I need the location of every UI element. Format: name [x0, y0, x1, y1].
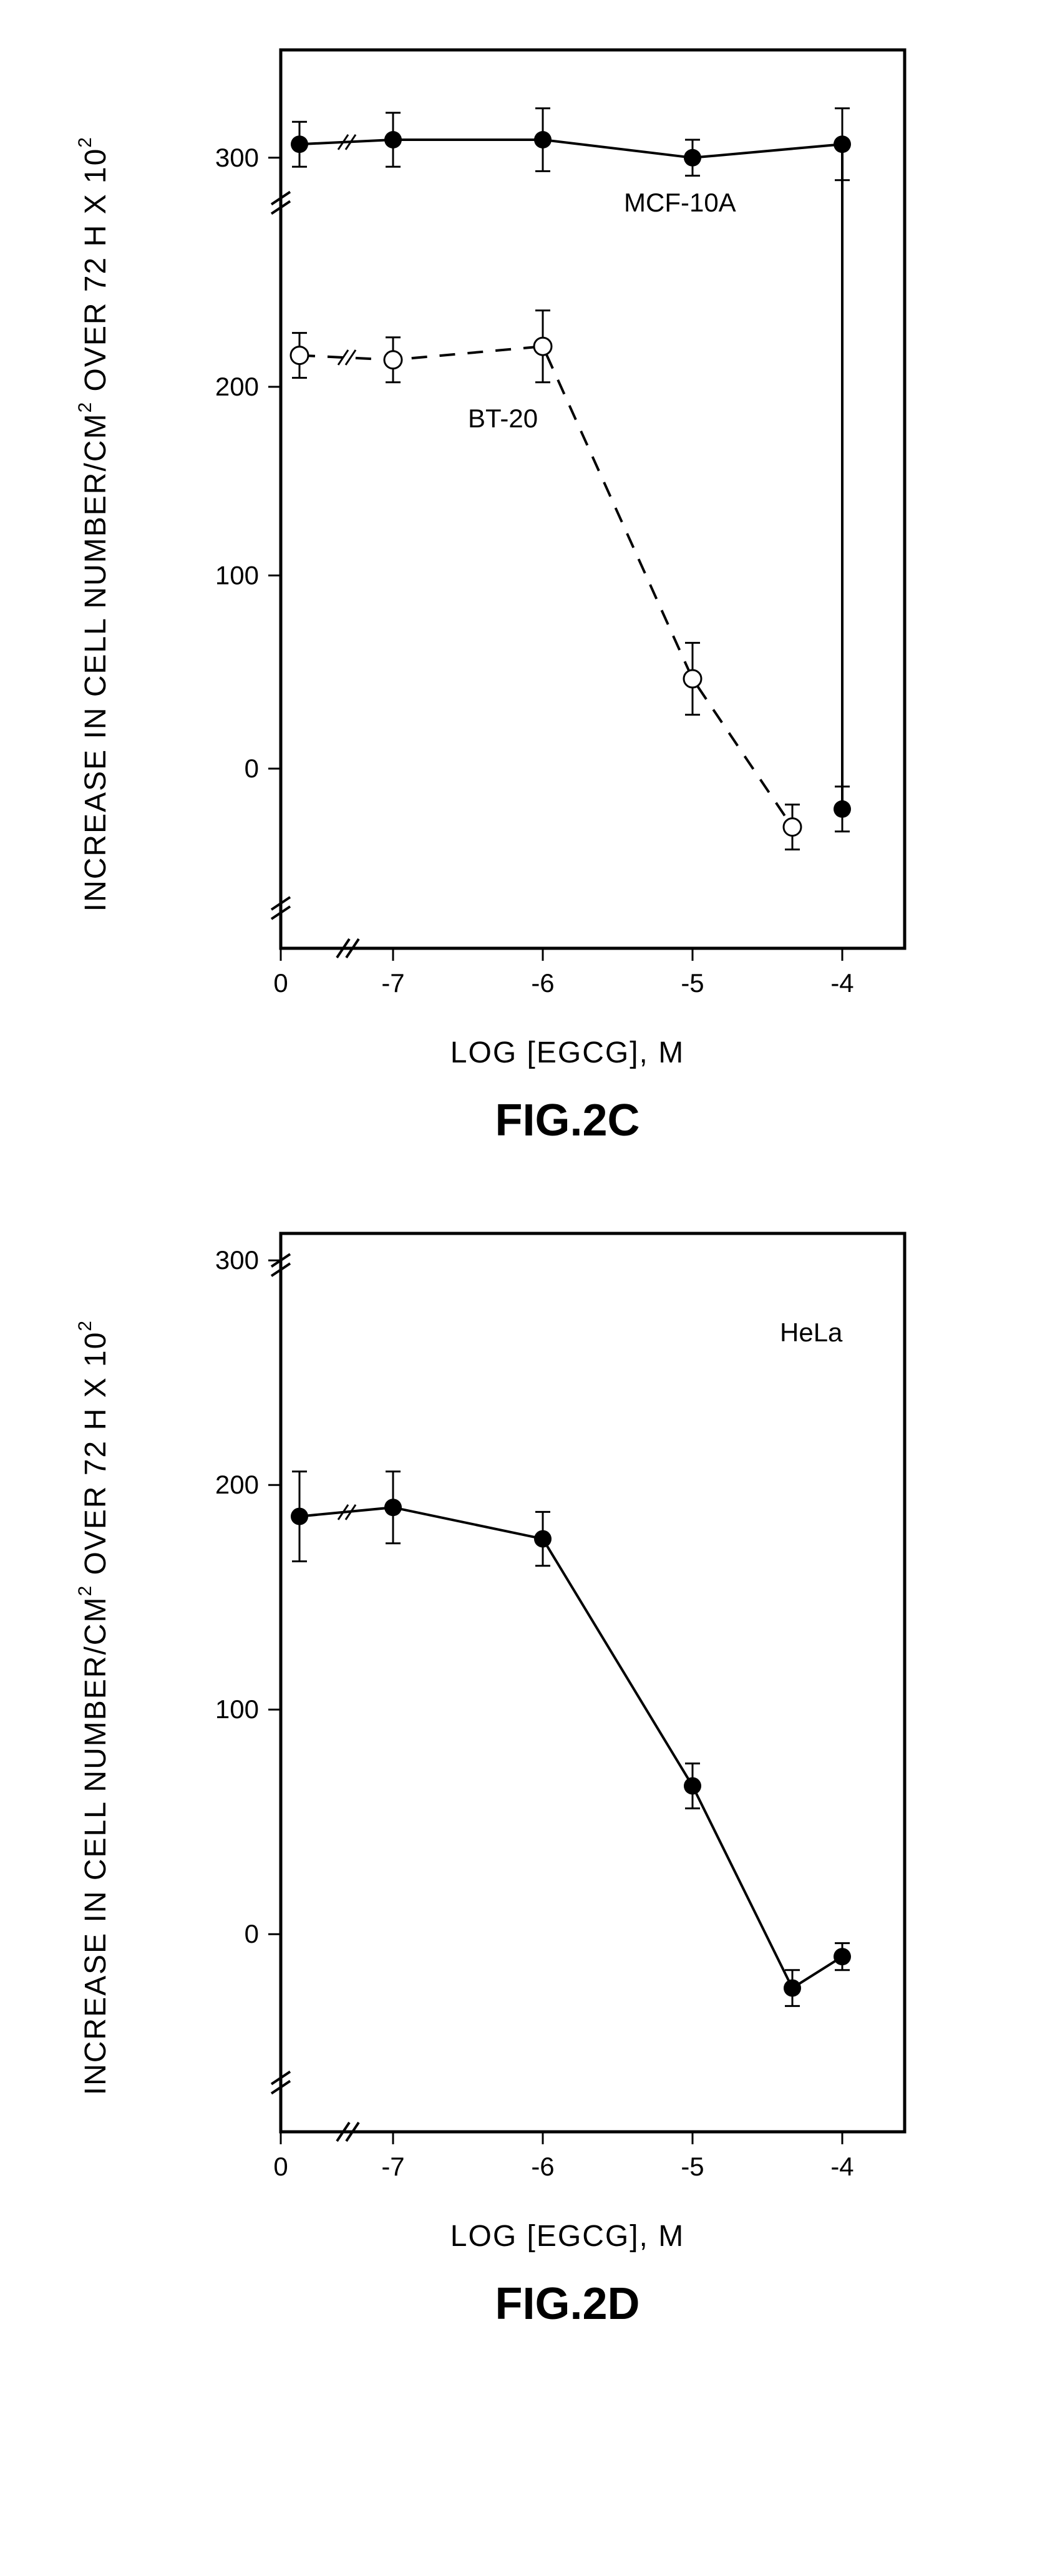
svg-text:0: 0 — [273, 968, 288, 998]
chart-2c-svg: 0 -7 -6 -5 -4 0 100 200 300 MCF-10A BT-20 — [125, 25, 985, 1023]
svg-text:100: 100 — [215, 1694, 259, 1724]
svg-text:-4: -4 — [830, 968, 853, 998]
svg-text:HeLa: HeLa — [780, 1318, 843, 1347]
svg-text:0: 0 — [273, 2152, 288, 2181]
svg-text:100: 100 — [215, 560, 259, 590]
svg-text:0: 0 — [245, 754, 259, 783]
chart-2d-ylabel: INCREASE IN CELL NUMBER/CM2 OVER 72 H X … — [75, 1320, 113, 2095]
svg-text:0: 0 — [245, 1919, 259, 1948]
svg-text:-7: -7 — [381, 2152, 404, 2181]
svg-text:BT-20: BT-20 — [468, 404, 538, 433]
chart-2c-wrapper: INCREASE IN CELL NUMBER/CM2 OVER 72 H X … — [75, 25, 985, 1023]
figure-2c-container: INCREASE IN CELL NUMBER/CM2 OVER 72 H X … — [75, 25, 985, 1146]
chart-2c-ylabel: INCREASE IN CELL NUMBER/CM2 OVER 72 H X … — [75, 136, 113, 911]
chart-2d-wrapper: INCREASE IN CELL NUMBER/CM2 OVER 72 H X … — [75, 1208, 985, 2207]
svg-text:MCF-10A: MCF-10A — [624, 188, 736, 217]
svg-text:-5: -5 — [681, 2152, 704, 2181]
figure-2d-title: FIG.2D — [150, 2278, 985, 2330]
svg-text:-5: -5 — [681, 968, 704, 998]
chart-2d-xlabel: LOG [EGCG], M — [150, 2219, 985, 2253]
svg-text:300: 300 — [215, 143, 259, 172]
chart-2d-svg: 0 -7 -6 -5 -4 0 100 200 300 HeLa — [125, 1208, 985, 2207]
svg-text:-7: -7 — [381, 968, 404, 998]
svg-text:200: 200 — [215, 1470, 259, 1499]
chart-2c-xlabel: LOG [EGCG], M — [150, 1036, 985, 1070]
svg-text:-4: -4 — [830, 2152, 853, 2181]
figure-2c-title: FIG.2C — [150, 1095, 985, 1146]
figure-2d-container: INCREASE IN CELL NUMBER/CM2 OVER 72 H X … — [75, 1208, 985, 2330]
svg-text:-6: -6 — [531, 968, 554, 998]
svg-text:300: 300 — [215, 1245, 259, 1275]
svg-text:-6: -6 — [531, 2152, 554, 2181]
svg-text:200: 200 — [215, 372, 259, 401]
